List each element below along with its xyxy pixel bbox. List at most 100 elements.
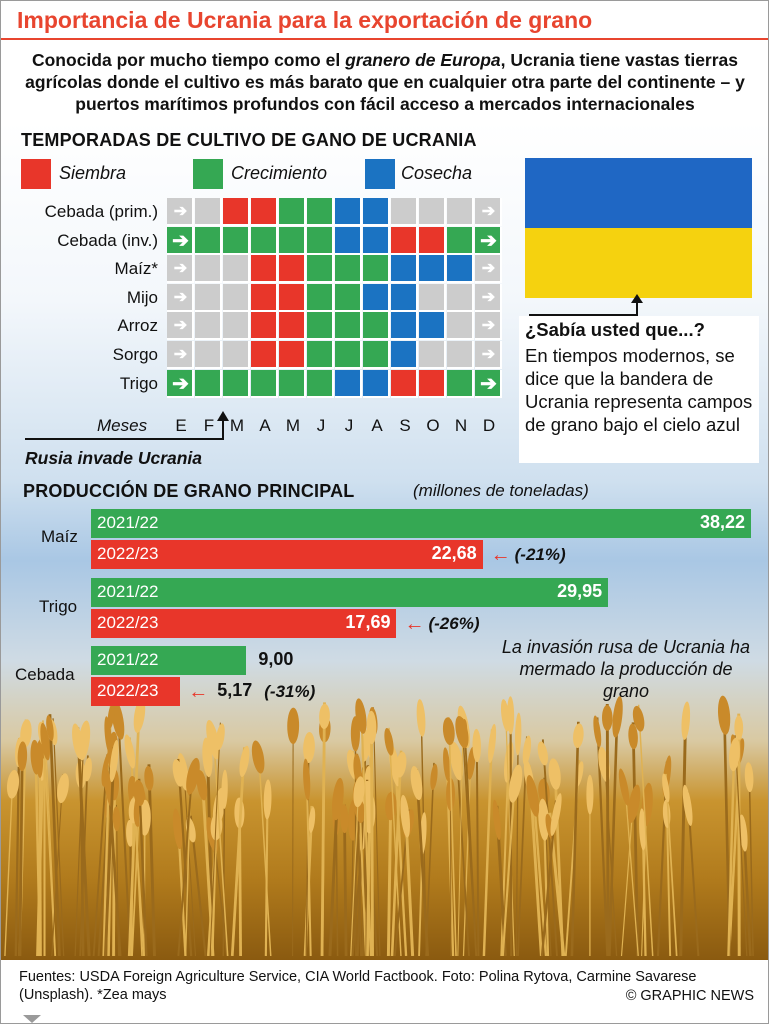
calendar-title: TEMPORADAS DE CULTIVO DE GANO DE UCRANIA (21, 130, 477, 150)
calendar-cell (167, 283, 194, 312)
footer (1, 960, 768, 1023)
wheat-stalk (257, 742, 272, 956)
wheat-stalk (127, 701, 141, 956)
wheat-stalk (370, 713, 374, 956)
wheat-head (538, 798, 550, 841)
carry-arrow-icon: ➔ (481, 288, 496, 306)
wheat-head (112, 806, 121, 832)
wheat-head (239, 745, 250, 777)
wheat-stalk (182, 757, 197, 956)
wheat-stalk (177, 758, 193, 956)
calendar-cell (475, 198, 502, 226)
wheat-head (400, 794, 411, 838)
wheat-head (196, 770, 208, 801)
legend-crecimiento-swatch (193, 159, 223, 189)
bar-year-label: 2022/23 (97, 681, 159, 700)
month-label: M (285, 416, 301, 435)
calendar-cell (363, 369, 390, 398)
wheat-head (251, 740, 265, 774)
calendar-cell (447, 283, 474, 312)
calendar-cell (279, 255, 306, 284)
wheat-stalk (42, 720, 56, 956)
wheat-stalk (482, 729, 494, 956)
wheat-stalk (320, 702, 326, 956)
calendar-cell (447, 255, 474, 284)
carry-arrow-icon: ➔ (173, 260, 188, 278)
wheat-stalk (137, 778, 148, 956)
month-label: A (259, 416, 271, 435)
wheat-head (332, 777, 344, 821)
calendar-cell (307, 283, 334, 312)
wheat-stalk (76, 727, 91, 956)
calendar-cell (307, 312, 334, 341)
month-label: S (399, 416, 411, 435)
wheat-stalk (177, 762, 194, 956)
wheat-stalk (541, 739, 558, 956)
crop-label: Maíz (41, 527, 78, 546)
wheat-head (628, 723, 638, 750)
wheat-head (303, 758, 311, 801)
row-label: Mijo (126, 287, 158, 307)
wheat-stalk (461, 718, 477, 956)
calendar-cell (279, 369, 306, 398)
legend-siembra-swatch (21, 159, 51, 189)
wheat-head (40, 722, 51, 761)
calendar-cell (419, 341, 446, 369)
wheat-stalk (74, 726, 85, 956)
month-label: J (316, 416, 326, 435)
wheat-stalk (727, 740, 736, 956)
wheat-head (472, 728, 481, 763)
wheat-stalk (570, 721, 580, 956)
wheat-head (17, 741, 28, 772)
wheat-head (263, 779, 272, 820)
calendar-cell (391, 226, 418, 255)
calendar-cell (307, 369, 334, 398)
invasion-label: Rusia invade Ucrania (25, 448, 203, 468)
wheat-stalk (415, 768, 430, 956)
wheat-stalk (447, 717, 457, 956)
calendar-cell (419, 226, 446, 255)
wheat-stalk (103, 746, 116, 956)
production-bar: 2022/23 22,68 (91, 540, 483, 569)
wheat-head (492, 799, 501, 840)
calendar-cell (223, 226, 250, 255)
production-title: PRODUCCIÓN DE GRANO PRINCIPAL (23, 481, 355, 501)
wheat-head (526, 775, 540, 817)
bar-year-label: 2021/22 (97, 513, 159, 532)
wheat-head (72, 723, 84, 760)
wheat-stalk (457, 718, 464, 956)
production-bar: 2021/22 38,22 (91, 509, 751, 538)
calendar-cell (195, 226, 222, 255)
wheat-head (522, 735, 532, 766)
calendar-cell (391, 255, 418, 284)
calendar-cell (419, 198, 446, 226)
sources-text: Fuentes: USDA Foreign Agriculture Servic… (19, 969, 697, 1003)
wheat-head (172, 808, 183, 850)
wheat-head (681, 701, 691, 740)
wheat-stalk (14, 738, 21, 956)
fact-box (519, 316, 759, 463)
calendar-cell (447, 341, 474, 369)
legend-cosecha-label: Cosecha (401, 163, 473, 183)
change-percent-label: (-21%) (514, 545, 566, 564)
calendar-cell (475, 312, 502, 341)
wheat-head (450, 741, 464, 781)
calendar-cell (195, 369, 222, 398)
wheat-head (126, 819, 135, 847)
calendar-cell (363, 226, 390, 255)
decline-arrow-icon: ← (404, 613, 425, 635)
wheat-head (508, 764, 523, 803)
wheat-stalk (605, 703, 610, 956)
calendar-cell (307, 255, 334, 284)
calendar-cell (475, 255, 502, 284)
carry-arrow-icon: ➔ (172, 372, 189, 395)
wheat-head (573, 723, 584, 749)
wheat-stalk (665, 773, 678, 956)
bar-year-label: 2022/23 (97, 544, 159, 563)
calendar-cell (335, 369, 362, 398)
legend-crecimiento-label: Crecimiento (231, 163, 328, 183)
flag-yellow-stripe (525, 228, 752, 298)
calendar-cell (335, 255, 362, 284)
wheat-head (30, 739, 41, 775)
